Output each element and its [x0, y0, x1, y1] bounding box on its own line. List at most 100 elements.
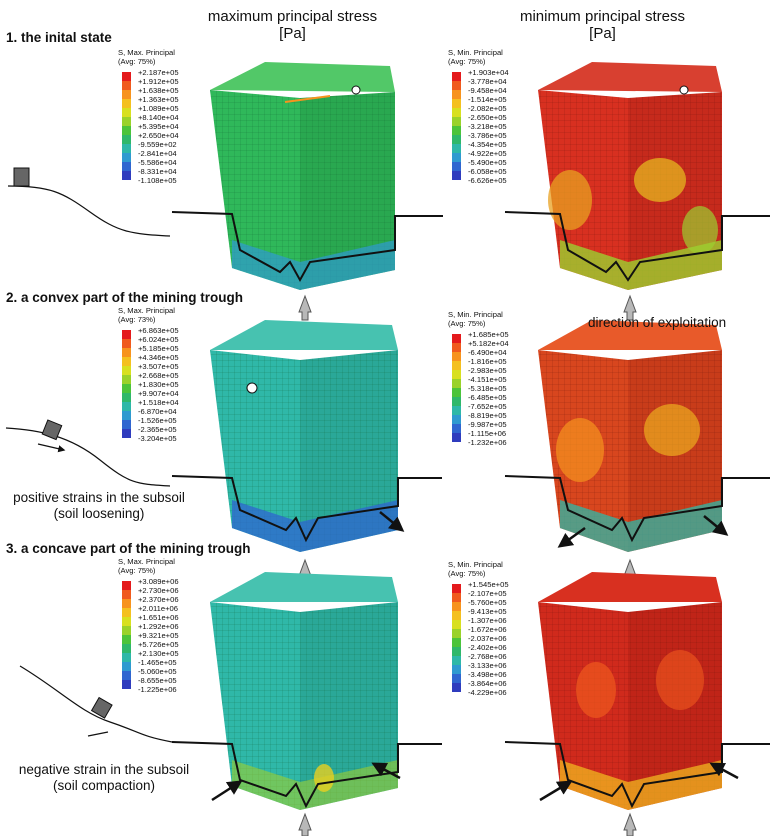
legend-swatch — [122, 108, 131, 117]
legend-swatch — [122, 348, 131, 357]
min-stress-unit: [Pa] — [589, 25, 616, 42]
legend-value: -5.586e+04 — [138, 158, 177, 167]
legend-value: -2.037e+06 — [468, 634, 507, 643]
negative-strain-line-1: negative strain in the subsoil — [18, 762, 190, 777]
legend-swatch — [122, 72, 131, 81]
legend-value: -2.107e+05 — [468, 589, 507, 598]
legend-title: S, Min. Principal — [448, 310, 503, 319]
legend-value: +1.363e+05 — [138, 95, 179, 104]
legend-color-bar — [122, 330, 131, 438]
row-1-max-model — [210, 62, 395, 290]
legend-swatch — [122, 162, 131, 171]
legend-swatch — [452, 629, 461, 638]
legend-value: -1.465e+05 — [138, 658, 177, 667]
legend-swatch — [452, 90, 461, 99]
legend-value: +9.907e+04 — [138, 389, 179, 398]
legend-swatch — [122, 680, 131, 689]
legend-value: -3.218e+05 — [468, 122, 507, 131]
legend-value: -6.058e+05 — [468, 167, 507, 176]
legend-swatch — [122, 393, 131, 402]
legend-swatch — [452, 433, 461, 442]
legend-value: +6.863e+05 — [138, 326, 179, 335]
row-3-title: 3. a concave part of the mining trough — [6, 541, 251, 556]
legend-value: -1.307e+06 — [468, 616, 507, 625]
legend-value: -4.229e+06 — [468, 688, 507, 697]
legend-value: +3.507e+05 — [138, 362, 179, 371]
row-2-title: 2. a convex part of the mining trough — [6, 290, 244, 305]
legend-value: -1.115e+06 — [468, 429, 507, 438]
row-3-max-arrow — [298, 812, 312, 836]
legend-title: S, Min. Principal — [448, 48, 503, 57]
legend-value: -3.786e+05 — [468, 131, 507, 140]
positive-strain-line-2: (soil loosening) — [53, 506, 145, 521]
row-2-min-ground-line — [504, 475, 770, 543]
row-3-max-strain-arrow-left — [211, 780, 243, 802]
legend-value: +5.185e+05 — [138, 344, 179, 353]
legend-row-3-max: S, Max. Principal (Avg: 75%) +3.089e+06 +… — [118, 557, 208, 707]
legend-value: -6.485e+05 — [468, 393, 507, 402]
legend-swatch — [122, 153, 131, 162]
legend-swatch — [452, 388, 461, 397]
legend-swatch — [452, 674, 461, 683]
legend-value: -2.841e+04 — [138, 149, 177, 158]
legend-swatch — [122, 635, 131, 644]
row-3-max-model — [210, 572, 398, 810]
legend-title: S, Min. Principal — [448, 560, 503, 569]
legend-value: -2.082e+05 — [468, 104, 507, 113]
legend-swatch — [452, 620, 461, 629]
legend-value: +2.130e+05 — [138, 649, 179, 658]
legend-value: +1.685e+05 — [468, 330, 509, 339]
legend-swatch — [452, 638, 461, 647]
legend-value: +1.651e+06 — [138, 613, 179, 622]
row-2-min-strain-arrow-left — [557, 526, 586, 548]
legend-value: -5.060e+05 — [138, 667, 177, 676]
legend-value: -6.626e+05 — [468, 176, 507, 185]
legend-values: +2.187e+05 +1.912e+05 +1.638e+05 +1.363e+05… — [138, 68, 179, 185]
legend-value: -3.498e+06 — [468, 670, 507, 679]
legend-value: -8.655e+05 — [138, 676, 177, 685]
legend-value: -7.652e+05 — [468, 402, 507, 411]
legend-value: -6.870e+04 — [138, 407, 177, 416]
legend-swatch — [452, 361, 461, 370]
legend-avg: (Avg: 75%) — [448, 319, 486, 328]
row-3-min-strain-arrow-left — [539, 780, 573, 802]
legend-swatch — [452, 584, 461, 593]
legend-values: +1.903e+04 -3.778e+04 -9.458e+04 -1.514e+05… — [468, 68, 509, 185]
legend-value: +1.545e+05 — [468, 580, 509, 589]
legend-swatch — [122, 644, 131, 653]
row-3-min-model — [538, 572, 722, 810]
legend-value: -1.225e+06 — [138, 685, 177, 694]
legend-swatch — [452, 406, 461, 415]
legend-swatch — [452, 72, 461, 81]
legend-value: -3.864e+06 — [468, 679, 507, 688]
row-3-min-strain-arrow-right — [709, 762, 739, 780]
legend-swatch — [122, 617, 131, 626]
terrain-sketch-concave — [19, 665, 173, 743]
legend-value: -9.559e+02 — [138, 140, 177, 149]
legend-swatch — [122, 662, 131, 671]
legend-color-bar — [452, 334, 461, 442]
legend-value: +1.089e+05 — [138, 104, 179, 113]
legend-value: -1.514e+05 — [468, 95, 507, 104]
legend-swatch — [452, 334, 461, 343]
row-3-max-ground-line — [171, 741, 442, 809]
legend-swatch — [452, 117, 461, 126]
legend-swatch — [452, 665, 461, 674]
legend-color-bar — [122, 72, 131, 180]
legend-values: +1.685e+05 +5.182e+04 -6.490e+04 -1.816e+05… — [468, 330, 509, 447]
legend-swatch — [452, 144, 461, 153]
row-2-max-strain-arrow — [379, 511, 405, 532]
legend-swatch — [122, 626, 131, 635]
legend-value: +5.726e+05 — [138, 640, 179, 649]
legend-row-1-max: S, Max. Principal (Avg: 75%) +2.187e+05 +… — [118, 48, 208, 198]
legend-value: +5.395e+04 — [138, 122, 179, 131]
row-3-max-strain-arrow-right — [371, 762, 401, 780]
legend-swatch — [452, 415, 461, 424]
legend-row-1-min: S, Min. Principal (Avg: 75%) +1.903e+04-… — [448, 48, 538, 198]
legend-swatch — [452, 424, 461, 433]
legend-value: +1.903e+04 — [468, 68, 509, 77]
row-2-min-model — [538, 320, 722, 552]
legend-avg: (Avg: 73%) — [118, 315, 156, 324]
legend-swatch — [122, 411, 131, 420]
legend-value: +1.518e+04 — [138, 398, 179, 407]
